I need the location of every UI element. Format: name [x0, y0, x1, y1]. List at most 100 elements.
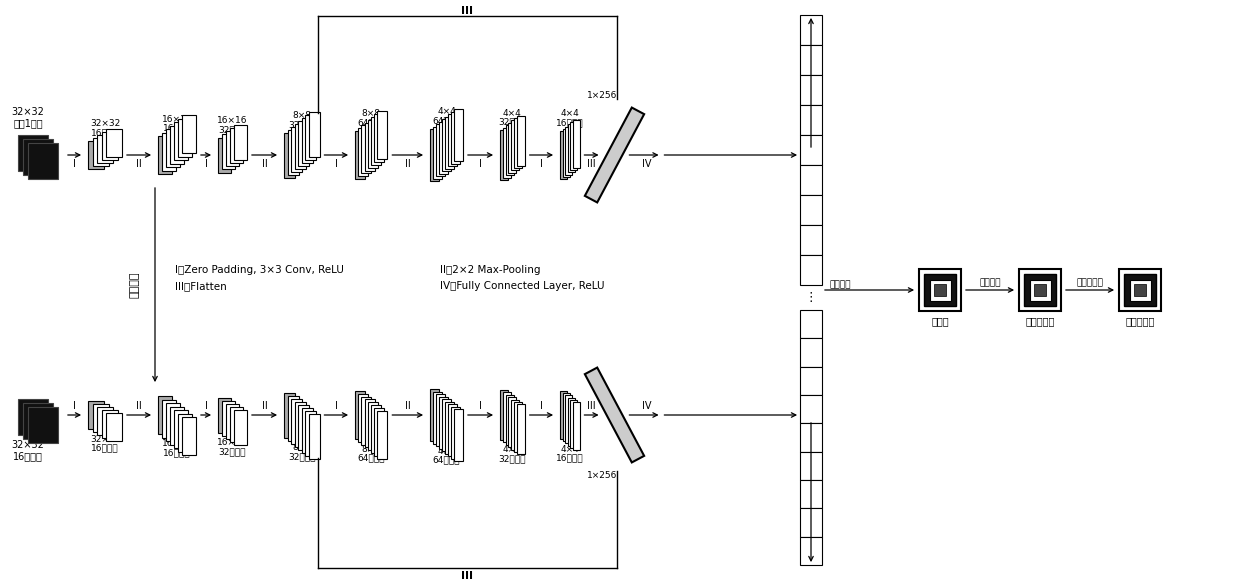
Bar: [502, 392, 511, 442]
Bar: [301, 117, 312, 163]
Bar: [565, 396, 572, 443]
Bar: [560, 131, 567, 179]
Text: I: I: [205, 159, 207, 169]
Text: 64特征图: 64特征图: [433, 456, 460, 464]
Bar: [511, 120, 520, 170]
Text: II: II: [136, 159, 141, 169]
Bar: [511, 400, 520, 450]
Bar: [502, 128, 511, 178]
Text: 16特征图: 16特征图: [164, 124, 191, 132]
Bar: [445, 117, 454, 168]
Text: 32特征图: 32特征图: [498, 117, 526, 127]
Bar: [570, 400, 577, 448]
Text: 16×16: 16×16: [217, 438, 248, 447]
Text: III: III: [588, 159, 595, 169]
Bar: [157, 396, 172, 434]
Bar: [568, 124, 574, 173]
Bar: [298, 404, 309, 450]
Bar: [93, 404, 109, 432]
Text: 4×4: 4×4: [438, 107, 456, 117]
Bar: [515, 118, 522, 168]
Bar: [585, 368, 644, 462]
Bar: [291, 399, 303, 443]
Bar: [288, 396, 299, 440]
Text: III: III: [461, 571, 474, 581]
Text: 16×16: 16×16: [161, 114, 192, 124]
Text: 距离图: 距离图: [931, 316, 949, 326]
Text: I: I: [479, 159, 482, 169]
Bar: [295, 401, 305, 447]
Text: ⋮: ⋮: [805, 291, 817, 304]
Bar: [508, 123, 516, 173]
Bar: [430, 389, 439, 441]
Bar: [800, 255, 822, 285]
Bar: [170, 125, 184, 163]
Bar: [800, 367, 822, 395]
Bar: [19, 399, 48, 435]
Text: 32×32: 32×32: [11, 107, 45, 117]
Text: 32×32: 32×32: [11, 440, 45, 450]
Bar: [291, 127, 303, 171]
Bar: [570, 122, 577, 170]
Text: 1×256: 1×256: [588, 471, 618, 479]
Bar: [97, 407, 113, 435]
Text: 时相1图像: 时相1图像: [14, 118, 43, 128]
Bar: [439, 121, 448, 174]
Bar: [355, 391, 365, 439]
Bar: [358, 128, 368, 176]
Text: 8×8: 8×8: [293, 443, 311, 452]
Bar: [930, 279, 951, 300]
Bar: [454, 409, 463, 461]
Bar: [800, 537, 822, 565]
Bar: [234, 410, 247, 445]
Bar: [800, 225, 822, 255]
Bar: [560, 391, 567, 439]
Bar: [288, 130, 299, 174]
Bar: [573, 402, 579, 450]
Bar: [284, 132, 295, 178]
Text: I: I: [73, 159, 76, 169]
Bar: [506, 395, 513, 445]
Bar: [93, 138, 109, 166]
Bar: [800, 105, 822, 135]
Bar: [433, 127, 441, 178]
Bar: [1019, 269, 1061, 311]
Bar: [305, 114, 316, 160]
Bar: [924, 274, 956, 306]
Text: II：2×2 Max-Pooling: II：2×2 Max-Pooling: [440, 265, 541, 275]
Bar: [568, 397, 574, 446]
Bar: [309, 112, 320, 156]
Text: I: I: [335, 401, 337, 411]
Bar: [166, 129, 180, 167]
Bar: [365, 123, 374, 171]
Bar: [448, 114, 458, 166]
Bar: [800, 135, 822, 165]
Bar: [451, 112, 460, 163]
Bar: [295, 124, 305, 168]
Bar: [445, 401, 454, 454]
Bar: [355, 131, 365, 179]
Bar: [800, 195, 822, 225]
Bar: [800, 424, 822, 451]
Text: I: I: [539, 401, 543, 411]
Text: II: II: [262, 401, 268, 411]
Text: 32特征图: 32特征图: [288, 452, 315, 461]
Bar: [361, 125, 372, 173]
Text: 4×4: 4×4: [560, 444, 579, 454]
Text: 欧式距离: 欧式距离: [830, 281, 852, 289]
Bar: [88, 141, 104, 169]
Text: 64特征图: 64特征图: [433, 117, 460, 125]
Bar: [226, 404, 239, 439]
Text: 32×32: 32×32: [89, 120, 120, 128]
Bar: [800, 480, 822, 508]
Bar: [573, 120, 579, 168]
Text: IV: IV: [642, 401, 651, 411]
Bar: [430, 129, 439, 181]
Text: 16特征图: 16特征图: [92, 128, 119, 138]
Bar: [800, 45, 822, 75]
Bar: [182, 115, 196, 153]
Bar: [179, 119, 192, 156]
Bar: [29, 407, 58, 443]
Text: I：Zero Padding, 3×3 Conv, ReLU: I：Zero Padding, 3×3 Conv, ReLU: [175, 265, 343, 275]
Bar: [218, 138, 231, 173]
